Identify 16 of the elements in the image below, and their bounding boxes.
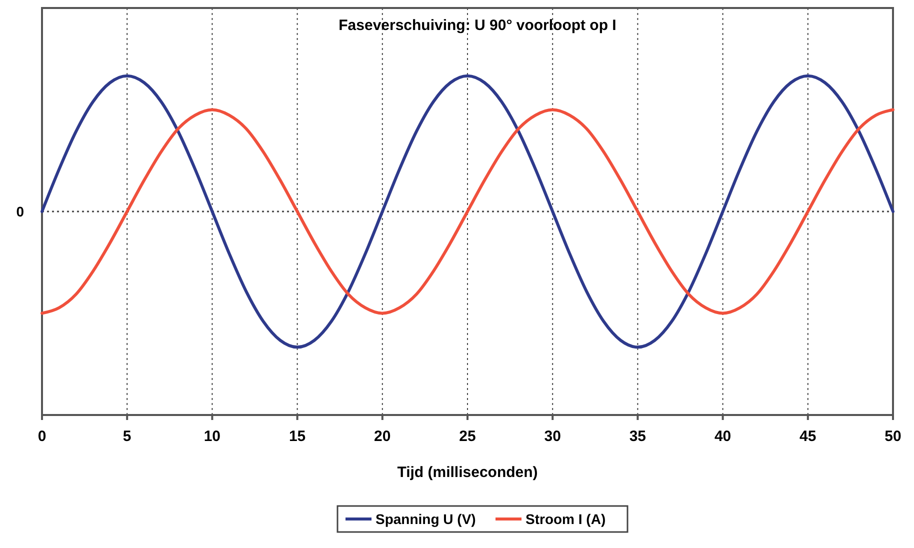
x-tick-label: 0 bbox=[38, 428, 46, 445]
legend-label: Spanning U (V) bbox=[376, 510, 476, 527]
x-tick-label: 25 bbox=[459, 428, 476, 445]
x-tick-label: 45 bbox=[800, 428, 816, 445]
x-tick-label: 10 bbox=[204, 428, 221, 445]
ref-line-label: 0 bbox=[16, 203, 24, 220]
x-tick-label: 30 bbox=[544, 428, 561, 445]
x-axis-title: Tijd (milliseconden) bbox=[397, 464, 538, 481]
x-tick-label: 5 bbox=[122, 428, 132, 445]
x-tick-label: 15 bbox=[288, 428, 306, 445]
legend-label: Stroom I (A) bbox=[526, 510, 606, 527]
x-tick-label: 35 bbox=[629, 428, 646, 445]
x-tick-label: 50 bbox=[884, 428, 902, 445]
x-tick-label: 20 bbox=[374, 428, 391, 445]
chart-title: Faseverschuiving: U 90° voorloopt op I bbox=[338, 17, 616, 34]
x-tick-label: 40 bbox=[714, 428, 732, 445]
